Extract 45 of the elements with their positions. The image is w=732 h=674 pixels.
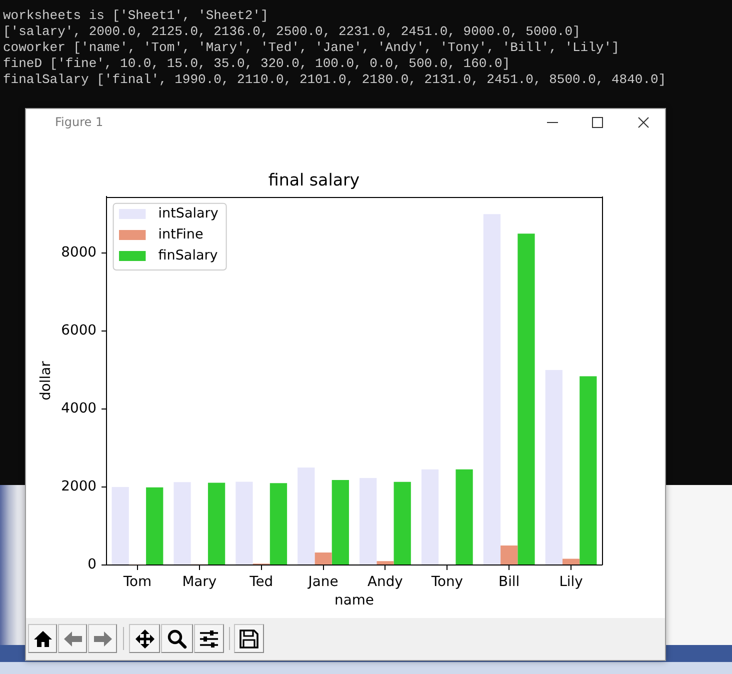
x-tick-label: Bill	[498, 574, 520, 590]
text: ['salary', 2000.0, 2125.0, 2136.0, 2500.0, 2231.0, 2451.0, 9000.0, 5000.0]	[3, 24, 582, 40]
bar	[483, 214, 501, 564]
bar	[270, 483, 288, 564]
text: worksheets is ['Sheet1', 'Sheet2']	[3, 8, 270, 24]
x-tick-label: Tony	[430, 574, 463, 590]
bar	[360, 478, 377, 564]
bar	[545, 370, 562, 564]
x-tick-label: Jane	[307, 574, 338, 590]
chart-title: final salary	[268, 170, 360, 190]
x-tick-label: Lily	[559, 574, 583, 590]
text: finalSalary ['final', 1990.0, 2110.0, 2101.0, 2180.0, 2131.0, 2451.0, 8500.0, 4840.0]	[3, 72, 666, 88]
bar	[500, 546, 518, 564]
text: fineD ['fine', 10.0, 15.0, 35.0, 320.0, 100.0, 0.0, 500.0, 160.0]	[3, 56, 512, 72]
y-tick-label: 4000	[61, 400, 96, 417]
bar	[562, 558, 580, 564]
bar	[376, 561, 394, 564]
bar	[174, 482, 191, 564]
bar	[580, 376, 597, 564]
bar	[236, 482, 253, 564]
text: coworker ['name', 'Tom', 'Mary', 'Ted', 'Jane', 'Andy', 'Tony', 'Bill', 'Lily']	[3, 40, 620, 56]
y-tick-label: 8000	[61, 244, 96, 261]
x-axis-title: name	[334, 592, 374, 608]
bar	[456, 469, 473, 564]
y-tick-label: 0	[88, 556, 96, 573]
y-axis-title: dollar	[38, 360, 54, 400]
y-tick-label: 2000	[61, 478, 96, 495]
caption: Figure 1	[55, 114, 104, 131]
bar	[208, 482, 226, 564]
x-tick-label: Tom	[122, 574, 152, 590]
bar	[394, 482, 411, 564]
x-tick-label: Ted	[248, 574, 274, 590]
bar	[332, 480, 349, 564]
bar	[146, 487, 164, 564]
bar	[421, 469, 439, 564]
bar	[298, 468, 315, 564]
legend-label: finSalary	[158, 248, 218, 264]
y-tick-label: 6000	[61, 322, 96, 339]
legend-label: intFine	[158, 226, 204, 243]
bar	[314, 552, 332, 564]
bar	[518, 234, 535, 564]
x-tick-label: Mary	[182, 574, 217, 590]
legend-label: intSalary	[158, 206, 218, 222]
x-tick-label: Andy	[368, 574, 403, 590]
bar	[112, 487, 129, 564]
